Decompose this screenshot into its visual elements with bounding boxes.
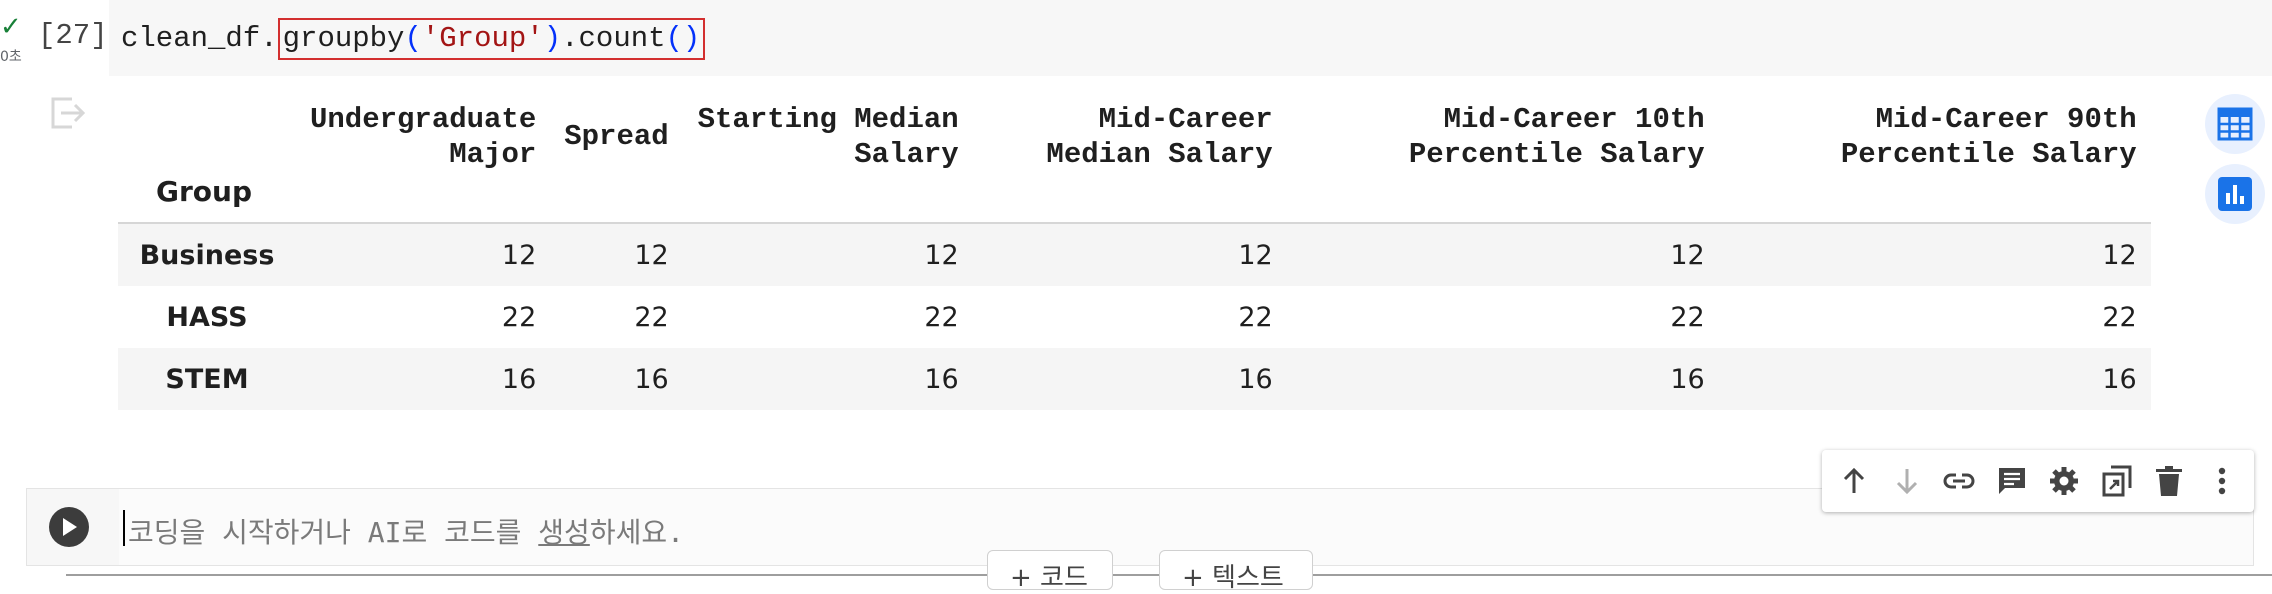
text-cursor	[123, 510, 125, 546]
trash-icon	[2156, 466, 2183, 496]
code-token: )	[543, 22, 562, 55]
link-icon	[1943, 473, 1975, 489]
table-cell: 12	[550, 222, 683, 286]
table-cell: 12	[682, 222, 973, 286]
run-duration: 0초	[0, 49, 22, 65]
table-cell: 22	[1238, 301, 1273, 333]
placeholder-text: 하세요.	[589, 516, 684, 549]
row-label: STEM	[118, 348, 296, 410]
cell-settings-button[interactable]	[2046, 463, 2082, 499]
column-header: Spread	[550, 102, 682, 223]
column-header: Undergraduate Major	[296, 102, 550, 223]
comment-icon	[1998, 468, 2025, 494]
generate-link[interactable]: 생성	[538, 516, 590, 549]
code-string: 'Group'	[421, 22, 544, 55]
column-header: Starting Median Salary	[683, 102, 973, 223]
add-text-cell-button[interactable]: + 텍스트	[1159, 550, 1313, 593]
column-header: Mid-Career 10th Percentile Salary	[1287, 102, 1719, 223]
suggest-charts-button[interactable]	[2205, 164, 2265, 224]
column-header-line: Major	[449, 138, 537, 171]
column-header-line: Mid-Career 10th	[1443, 103, 1705, 136]
table-cell: 22	[634, 301, 669, 333]
move-cell-up-button[interactable]	[1836, 463, 1872, 499]
column-header-line: Mid-Career	[1098, 103, 1273, 136]
table-cell: 16	[1718, 348, 2151, 410]
copy-link-button[interactable]	[1941, 463, 1977, 499]
gear-icon	[2050, 467, 2079, 495]
play-icon	[63, 518, 77, 536]
output-actions-icon[interactable]	[48, 96, 86, 130]
code-token: ()	[665, 22, 701, 55]
run-status-check-icon: ✓	[0, 12, 22, 42]
code-token: groupby	[282, 22, 405, 55]
table-cell: 16	[682, 348, 973, 410]
header-row: Group Undergraduate Major Spread Starting…	[118, 102, 2151, 223]
more-icon	[2218, 467, 2225, 495]
mirror-cell-icon	[2102, 465, 2132, 497]
table-cell: 12	[1718, 222, 2151, 286]
column-header-line: Percentile Salary	[1840, 138, 2137, 171]
editor-placeholder: 코딩을 시작하거나 AI로 코드를 생성하세요.	[128, 511, 684, 551]
row-label: Business	[118, 222, 296, 286]
arrow-up-icon	[1844, 467, 1865, 493]
delete-cell-button[interactable]	[2151, 463, 2187, 499]
add-code-cell-button[interactable]: + 코드	[987, 550, 1113, 593]
more-actions-button[interactable]	[2204, 463, 2240, 499]
chart-icon	[2218, 177, 2252, 211]
run-cell-button[interactable]	[49, 507, 89, 547]
code-line[interactable]: clean_df. groupby('Group').count()	[121, 18, 706, 60]
table-cell: 22	[1670, 301, 1705, 333]
column-header: Mid-Career 90th Percentile Salary	[1719, 102, 2151, 223]
move-cell-down-button[interactable]	[1889, 463, 1925, 499]
column-header-line: Median Salary	[1046, 138, 1273, 171]
execution-count: [27]	[38, 19, 108, 52]
cell-toolbar	[1822, 450, 2254, 512]
table-cell: 22	[924, 301, 959, 333]
index-header: Group	[156, 175, 253, 208]
table-cell: 16	[972, 348, 1287, 410]
table-icon	[2217, 107, 2253, 141]
table-row: Business 12 12 12 12 12 12	[118, 222, 2151, 286]
placeholder-text: 코딩을 시작하거나 AI로 코드를	[128, 516, 539, 549]
column-header-line: Percentile Salary	[1408, 138, 1705, 171]
add-comment-button[interactable]	[1994, 463, 2030, 499]
code-token: clean_df.	[121, 22, 278, 55]
row-label: HASS	[166, 301, 248, 333]
table-row: HASS 22 22 22 22 22 22	[118, 286, 2151, 348]
table-cell: 16	[550, 348, 683, 410]
column-header-line: Spread	[564, 120, 669, 153]
table-cell: 16	[1286, 348, 1719, 410]
column-header-line: Salary	[854, 138, 959, 171]
column-header: Mid-Career Median Salary	[973, 102, 1287, 223]
arrow-down-icon	[1896, 469, 1917, 495]
table-cell: 12	[1286, 222, 1719, 286]
column-header-line: Undergraduate	[310, 103, 537, 136]
code-token: .count	[561, 22, 666, 55]
convert-to-interactive-table-button[interactable]	[2205, 94, 2265, 154]
table-row: STEM 16 16 16 16 16 16	[118, 348, 2151, 410]
code-editor[interactable]	[109, 0, 2272, 76]
table-cell: 12	[296, 222, 551, 286]
table-cell: 16	[296, 348, 551, 410]
table-cell: 22	[501, 301, 537, 333]
mirror-cell-button[interactable]	[2099, 463, 2135, 499]
table-cell: 12	[972, 222, 1287, 286]
code-token: (	[404, 22, 422, 55]
highlight-box: groupby('Group').count()	[277, 18, 706, 60]
table-cell: 22	[2102, 301, 2137, 333]
column-header-line: Mid-Career 90th	[1875, 103, 2137, 136]
column-header-line: Starting Median	[697, 103, 959, 136]
dataframe-table: Group Undergraduate Major Spread Starting…	[118, 102, 2151, 410]
